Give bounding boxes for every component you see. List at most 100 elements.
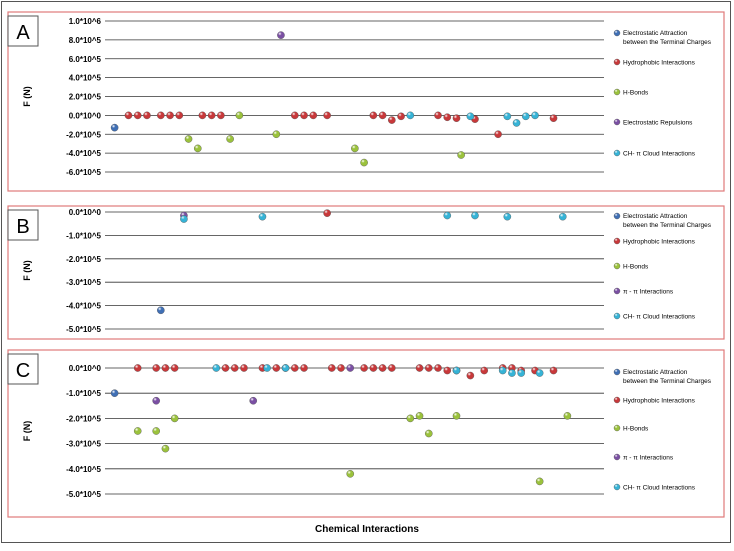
data-point-ch-pi [180,215,188,223]
data-point-hydrophobic [388,116,396,124]
data-point-ch-pi [498,366,507,375]
data-point-ch-pi [443,211,452,220]
data-point-hbond [424,429,433,438]
legend-label: H-Bonds [623,264,649,271]
legend-label: CH- π Cloud Interactions [623,485,696,492]
y-axis-label: F (N) [22,421,32,442]
data-point-hbond [452,412,461,420]
panel-label-box [7,15,39,47]
data-point-hbond [272,130,281,139]
data-point-hbond [133,427,142,435]
legend-marker [613,237,621,245]
data-point-hydrophobic [230,364,239,372]
legend-label: Electrostatic Attraction between the Term… [623,30,712,46]
data-point-hbond [161,444,170,453]
legend-label: π - π Interactions [623,289,674,296]
legend-label: Hydrophobic Interactions [623,398,696,405]
data-point-hydrophobic [443,113,452,122]
panel-label: C [16,360,30,382]
data-point-hydrophobic [494,130,502,139]
legend-marker [613,29,621,37]
data-point-hydrophobic [170,364,179,372]
y-tick-label: -2.0*10^5 [66,130,101,139]
data-point-ch-pi [503,112,512,121]
data-point-ch-pi [281,364,290,372]
data-point-hydrophobic [360,364,368,372]
data-point-hydrophobic [175,111,184,120]
data-point-hydrophobic [466,371,475,380]
data-point-hbond [563,412,572,420]
legend-label: Electrostatic Attraction between the Term… [623,369,712,385]
data-point-purple [346,364,355,372]
y-tick-label: -3.0*10^5 [66,278,101,287]
y-tick-label: 1.0*10^6 [69,17,102,26]
data-point-hydrophobic [378,364,387,372]
data-point-ch-pi [258,212,267,221]
data-point-ch-pi [471,211,479,220]
y-tick-label: -5.0*10^5 [66,490,101,499]
data-point-ch-pi [512,119,521,127]
data-point-hydrophobic [369,364,378,372]
data-point-hydrophobic [452,114,461,123]
legend-label: Hydrophobic Interactions [623,60,696,67]
panel-outline [7,205,725,340]
data-point-hydrophobic [272,364,281,372]
data-point-hbond [346,470,355,478]
panel-label: B [16,216,29,238]
data-point-hydrophobic [415,364,424,372]
legend-marker [613,149,621,157]
legend-label: CH- π Cloud Interactions [623,314,696,321]
data-point-ch-pi [466,112,475,121]
y-tick-label: -5.0*10^5 [66,325,101,334]
legend-marker [613,88,621,96]
panel-outline [7,349,725,518]
data-point-ch-pi [531,111,539,120]
data-point-hbond [535,477,544,486]
panel-label: A [16,22,30,44]
data-point-purple [277,31,285,39]
legend-label: H-Bonds [623,90,649,97]
data-point-hydrophobic [133,111,142,120]
data-point-hydrophobic [323,209,331,217]
y-axis-label: F (N) [22,260,32,281]
data-point-hydrophobic [240,364,248,372]
legend-label: H-Bonds [623,426,649,433]
data-point-purple [249,396,258,405]
legend-marker [613,287,621,295]
data-point-hydrophobic [337,364,345,372]
y-tick-label: 6.0*10^5 [69,55,102,64]
panel-A: A F (N) 1.0*10^6 8.0*10^5 6.0*10^5 4.0*10^5 2.… [7,11,725,192]
data-point-hydrophobic [323,111,331,120]
panel-label-box [7,209,39,241]
y-tick-label: 4.0*10^5 [69,74,102,83]
data-point-hydrophobic [443,366,452,375]
data-point-hbond [193,144,202,153]
data-point-ch-pi [452,366,461,375]
legend-label: Hydrophobic Interactions [623,239,696,246]
data-point-hydrophobic [549,366,558,375]
data-point-hbond [170,414,179,423]
legend-marker [613,368,621,376]
data-point-hydrophobic [133,364,142,372]
data-point-hydrophobic [124,111,133,120]
data-point-hydrophobic [480,366,489,375]
legend-marker [613,212,621,220]
x-axis-label: Chemical Interactions [315,524,419,535]
data-point-hbond [351,144,359,153]
panel-outline [7,11,725,192]
data-point-electrostatic-attraction [110,389,119,398]
data-point-hydrophobic [152,364,160,372]
panel-B: B F (N) 0.0*10^0 -1.0*10^5 -2.0*10^5 -3.0*10^… [7,205,725,340]
y-axis-label: F (N) [22,86,32,107]
legend-label: CH- π Cloud Interactions [623,151,696,158]
data-point-hydrophobic [157,111,165,120]
data-point-hbond [457,151,465,159]
legend-marker [613,118,621,126]
y-tick-label: -2.0*10^5 [66,255,101,264]
data-point-hbond [415,412,424,420]
data-point-hydrophobic [300,364,308,372]
data-point-hbond [226,135,234,143]
data-point-hydrophobic [143,111,151,120]
